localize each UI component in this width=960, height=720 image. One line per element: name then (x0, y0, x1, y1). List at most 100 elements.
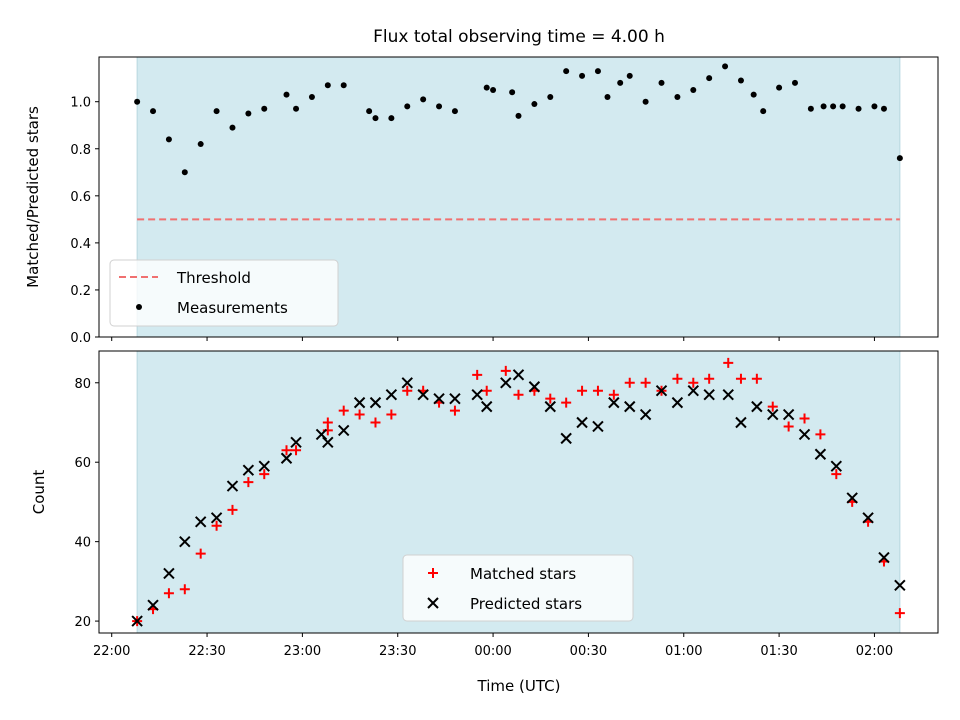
matched-star-marker (472, 369, 483, 380)
matched-star-marker (688, 377, 699, 388)
bottom-y-axis-label: Count (30, 470, 48, 515)
predicted-star-marker (338, 424, 350, 437)
measurement-point (626, 72, 633, 79)
matched-star-marker (500, 365, 511, 376)
matched-star-marker (815, 429, 826, 440)
matched-star-marker (592, 385, 603, 396)
predicted-star-marker (639, 408, 652, 421)
measurement-point (366, 108, 373, 115)
measurement-point (515, 112, 522, 119)
predicted-star-marker (353, 396, 366, 409)
predicted-star-marker (703, 388, 715, 401)
matched-star-marker (281, 445, 292, 456)
bottom-legend: Matched stars Predicted stars (402, 554, 634, 622)
predicted-star-marker (131, 615, 143, 627)
matched-star-marker (211, 520, 222, 531)
bottom-x-tick-label: 23:30 (379, 644, 416, 659)
predicted-star-marker (830, 460, 843, 472)
bottom-y-tick-label: 20 (74, 615, 91, 630)
predicted-star-marker (385, 388, 398, 401)
matched-star-marker (513, 389, 524, 400)
matched-star-marker (370, 417, 381, 428)
matched-star-marker (561, 397, 572, 408)
predicted-star-marker (369, 396, 382, 409)
chart-title: Flux total observing time = 4.00 h (373, 27, 665, 47)
legend-threshold-label: Threshold (176, 269, 251, 287)
legend-measurements-label: Measurements (177, 299, 288, 317)
predicted-star-marker (290, 436, 302, 449)
predicted-star-marker (608, 396, 620, 409)
predicted-star-marker (322, 436, 334, 449)
measurement-point (760, 108, 767, 115)
predicted-star-marker (687, 385, 699, 397)
matched-star-marker (481, 385, 492, 396)
legend-matched-swatch (428, 568, 438, 578)
predicted-star-marker (147, 599, 159, 611)
bottom-x-tick-label: 01:30 (760, 644, 797, 659)
predicted-star-marker (481, 400, 493, 413)
measurement-point (283, 91, 290, 98)
legend-box (402, 554, 634, 622)
matched-star-marker (227, 504, 238, 515)
top-y-tick-label: 0.2 (70, 284, 91, 299)
predicted-star-marker (280, 452, 293, 464)
measurement-point (308, 94, 315, 100)
predicted-star-marker (315, 428, 328, 441)
predicted-star-marker (544, 400, 556, 413)
measurement-point (372, 115, 379, 122)
measurement-point (830, 103, 837, 110)
predicted-star-marker (471, 388, 483, 401)
matched-star-marker (831, 469, 842, 480)
measurement-point (776, 84, 783, 91)
predicted-star-marker (814, 448, 827, 460)
predicted-star-marker (782, 408, 795, 421)
measurement-point (722, 63, 729, 70)
predicted-star-marker (592, 420, 604, 433)
predicted-star-marker (163, 567, 175, 580)
measurement-point (855, 105, 862, 112)
matched-star-marker (402, 385, 413, 396)
measurement-point (197, 141, 204, 148)
matched-star-marker (735, 373, 746, 384)
measurement-point (388, 115, 395, 122)
measurement-point (690, 86, 697, 93)
predicted-star-marker (242, 464, 255, 476)
predicted-star-marker (226, 480, 239, 492)
x-axis-label: Time (UTC) (477, 677, 561, 695)
bottom-x-tick-label: 00:00 (474, 644, 511, 659)
predicted-star-marker (433, 392, 445, 405)
predicted-star-marker (500, 377, 512, 389)
matched-star-marker (322, 417, 333, 428)
bottom-x-tick-label: 02:00 (856, 644, 893, 659)
measurement-point (750, 91, 757, 98)
predicted-star-marker (846, 492, 858, 504)
predicted-star-marker (576, 416, 588, 429)
predicted-star-marker (179, 535, 191, 548)
top-axes-frame (98, 56, 939, 338)
predicted-star-marker (449, 392, 461, 405)
top-y-tick-label: 0.4 (70, 237, 91, 252)
matched-star-marker (291, 445, 302, 456)
matched-star-marker (338, 405, 349, 416)
matched-star-marker (243, 477, 254, 488)
bottom-plot: 20 40 60 80 22:00 22:30 23:00 23:30 00:00 00:30 01… (74, 350, 939, 659)
measurement-point (229, 124, 236, 131)
measurement-point (737, 77, 744, 84)
matched-star-marker (577, 385, 588, 396)
bottom-y-tick-label: 60 (74, 456, 91, 471)
predicted-star-marker (560, 432, 572, 445)
measurement-point (642, 98, 649, 105)
matched-star-marker (545, 393, 556, 404)
predicted-star-marker (258, 460, 270, 472)
measurement-point (420, 96, 427, 103)
matched-star-marker (179, 584, 190, 595)
measurement-point (213, 108, 220, 115)
matched-star-marker (259, 469, 270, 480)
measurement-point (245, 110, 252, 117)
matched-star-marker (767, 401, 778, 412)
measurement-point (436, 103, 443, 110)
legend-predicted-label: Predicted stars (470, 595, 582, 613)
matched-star-marker (672, 373, 683, 384)
measurement-point (871, 103, 878, 110)
